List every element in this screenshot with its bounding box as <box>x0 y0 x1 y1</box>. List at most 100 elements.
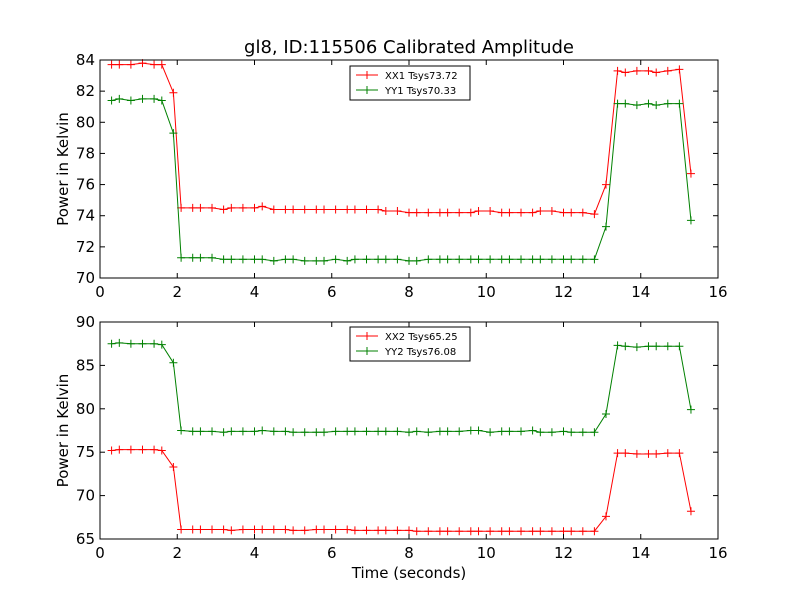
data-point-marker <box>412 208 421 217</box>
data-point-marker <box>455 527 464 536</box>
data-point-marker <box>250 525 259 534</box>
data-point-marker <box>443 208 452 217</box>
data-point-marker <box>632 101 641 110</box>
data-point-marker <box>258 525 267 534</box>
data-point-marker <box>258 426 267 435</box>
data-point-marker <box>362 526 371 535</box>
data-point-marker <box>269 256 278 265</box>
data-point-marker <box>169 462 178 471</box>
data-point-marker <box>196 253 205 262</box>
data-point-marker <box>350 526 359 535</box>
y-tick-label: 75 <box>76 443 95 461</box>
data-point-marker <box>157 446 166 455</box>
data-point-marker <box>424 527 433 536</box>
data-point-marker <box>686 169 695 178</box>
data-point-marker <box>312 428 321 437</box>
data-point-marker <box>621 68 630 77</box>
data-point-marker <box>188 525 197 534</box>
data-point-marker <box>663 99 672 108</box>
data-point-marker <box>536 255 545 264</box>
data-point-marker <box>250 203 259 212</box>
data-point-marker <box>188 427 197 436</box>
data-point-marker <box>157 340 166 349</box>
data-point-marker <box>547 428 556 437</box>
data-point-marker <box>381 207 390 216</box>
data-point-marker <box>517 208 526 217</box>
data-point-marker <box>528 426 537 435</box>
y-tick-label: 82 <box>76 82 95 100</box>
data-point-marker <box>238 427 247 436</box>
data-point-marker <box>663 342 672 351</box>
data-point-marker <box>613 341 622 350</box>
data-point-marker <box>466 208 475 217</box>
data-point-marker <box>281 525 290 534</box>
data-point-marker <box>312 205 321 214</box>
y-tick-label: 74 <box>76 207 95 225</box>
x-axis-label: Time (seconds) <box>351 564 467 582</box>
data-point-marker <box>405 428 413 437</box>
data-point-marker <box>632 449 641 458</box>
data-point-marker <box>517 527 526 536</box>
data-point-marker <box>374 205 383 214</box>
data-point-marker <box>219 205 228 214</box>
data-point-marker <box>238 203 247 212</box>
data-point-marker <box>227 427 236 436</box>
data-point-marker <box>289 255 298 264</box>
data-point-marker <box>601 410 610 419</box>
data-point-marker <box>435 527 444 536</box>
data-point-marker <box>115 445 124 454</box>
data-point-marker <box>497 427 506 436</box>
data-point-marker <box>281 427 290 436</box>
data-point-marker <box>613 66 622 75</box>
data-point-marker <box>528 208 537 217</box>
data-point-marker <box>150 60 159 69</box>
data-point-marker <box>536 207 545 216</box>
y-tick-label: 78 <box>76 144 95 162</box>
data-point-marker <box>227 203 236 212</box>
data-point-marker <box>474 255 483 264</box>
data-point-marker <box>505 208 514 217</box>
data-point-marker <box>578 428 587 437</box>
data-point-marker <box>362 255 371 264</box>
data-point-marker <box>331 205 340 214</box>
x-tick-label: 4 <box>250 283 260 301</box>
data-point-marker <box>393 427 402 436</box>
data-point-marker <box>675 99 684 108</box>
data-point-marker <box>269 427 278 436</box>
data-point-marker <box>412 256 421 265</box>
data-point-marker <box>374 526 383 535</box>
data-point-marker <box>157 96 166 105</box>
data-point-marker <box>443 527 452 536</box>
data-point-marker <box>208 525 217 534</box>
data-point-marker <box>374 255 383 264</box>
data-point-marker <box>613 449 622 458</box>
data-point-marker <box>675 65 684 74</box>
data-point-marker <box>150 94 159 103</box>
data-point-marker <box>138 339 147 348</box>
data-point-marker <box>331 255 340 264</box>
data-point-marker <box>567 208 576 217</box>
data-point-marker <box>169 129 178 138</box>
data-point-marker <box>312 525 321 534</box>
data-point-marker <box>177 426 186 435</box>
data-point-marker <box>289 428 298 437</box>
legend-label: XX1 Tsys73.72 <box>385 71 458 82</box>
data-point-marker <box>138 445 147 454</box>
data-point-marker <box>505 527 514 536</box>
data-point-marker <box>578 255 587 264</box>
data-point-marker <box>115 338 124 347</box>
data-point-marker <box>644 449 653 458</box>
data-point-marker <box>320 205 329 214</box>
data-point-marker <box>547 527 556 536</box>
data-point-marker <box>238 255 247 264</box>
data-point-marker <box>107 446 116 455</box>
data-point-marker <box>547 207 556 216</box>
data-point-marker <box>466 255 475 264</box>
data-point-marker <box>219 428 228 437</box>
data-point-marker <box>258 202 267 211</box>
data-point-marker <box>381 526 390 535</box>
x-tick-label: 4 <box>250 544 260 562</box>
y-tick-label: 76 <box>76 176 95 194</box>
